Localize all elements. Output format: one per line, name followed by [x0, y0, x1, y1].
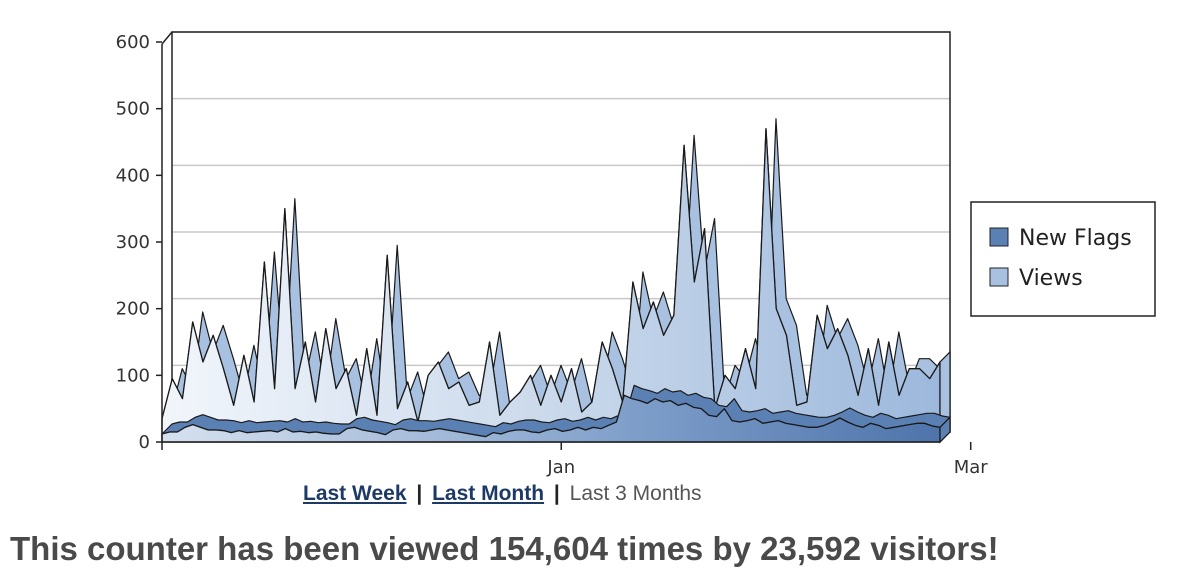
- legend: New Flags Views: [970, 201, 1156, 317]
- range-separator: |: [553, 482, 560, 505]
- y-tick-label: 400: [116, 165, 150, 186]
- y-axis-ticks: 0 100 200 300 400 500 600: [116, 32, 162, 453]
- y-tick-label: 500: [116, 99, 150, 120]
- axis-depth-edge: [161, 31, 173, 45]
- new-flags-side: [939, 415, 951, 444]
- visitor-counter-text: This counter has been viewed 154,604 tim…: [10, 530, 999, 567]
- views-area: [161, 118, 951, 444]
- x-tick-label: Mar: [954, 457, 989, 478]
- legend-label-views: Views: [1019, 266, 1083, 291]
- traffic-chart: 0 100 200 300 400 500 600 Jan Mar New Flags Vie…: [116, 31, 1156, 478]
- range-nav: Last Week | Last Month | Last 3 Months: [303, 482, 702, 506]
- grid-lines: [171, 31, 951, 433]
- x-tick-label: Jan: [546, 457, 575, 478]
- y-tick-label: 200: [116, 299, 150, 320]
- current-range-label: Last 3 Months: [569, 482, 702, 505]
- y-tick-label: 300: [116, 232, 150, 253]
- range-separator: |: [416, 482, 423, 505]
- y-tick-label: 600: [116, 32, 150, 53]
- new-flags-face: [161, 394, 941, 443]
- legend-box: [970, 201, 1156, 317]
- legend-swatch-views: [989, 267, 1009, 287]
- y-tick-label: 0: [139, 432, 150, 453]
- legend-label-new-flags: New Flags: [1019, 226, 1132, 251]
- new-flags-area: [161, 384, 951, 444]
- views-face: [161, 128, 941, 443]
- last-month-link[interactable]: Last Month: [432, 482, 545, 505]
- y-tick-label: 100: [116, 365, 150, 386]
- last-week-link[interactable]: Last Week: [303, 482, 407, 505]
- x-axis-ticks: Jan Mar: [161, 442, 989, 478]
- legend-swatch-new-flags: [989, 227, 1009, 247]
